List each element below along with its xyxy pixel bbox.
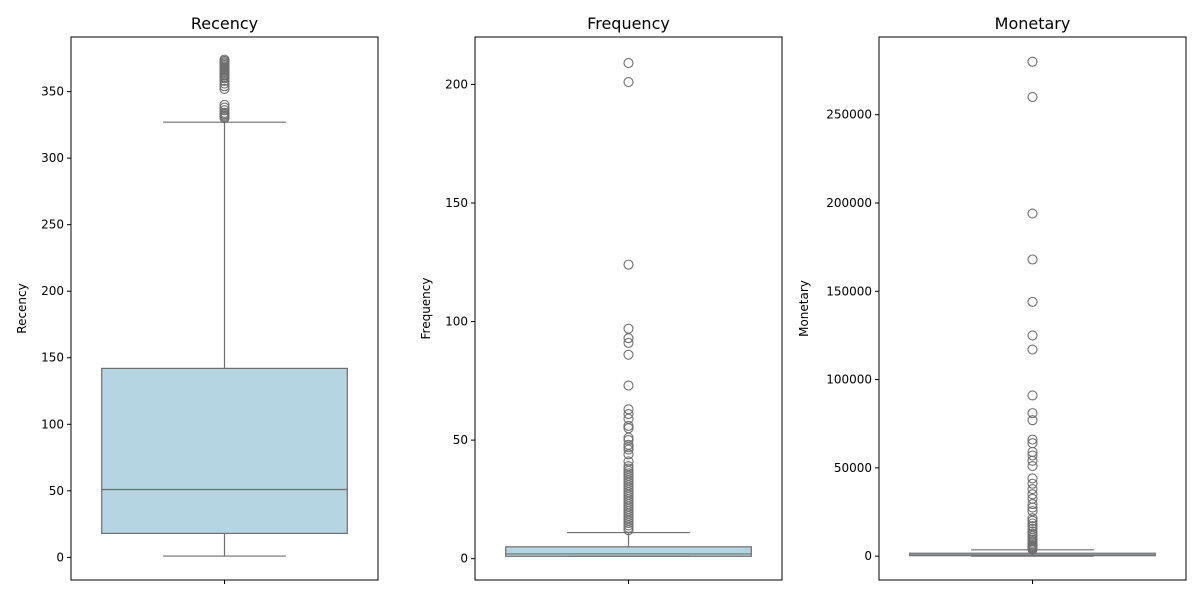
outlier-point — [219, 99, 230, 110]
outlier-point — [1027, 390, 1038, 401]
outlier-point — [623, 380, 634, 391]
outlier-point — [1027, 526, 1038, 537]
subplot-frequency: Frequency Frequency 0 50 100 150 200 — [419, 14, 783, 584]
y-tick-label: 350 — [41, 85, 64, 99]
y-tick-label: 100000 — [826, 373, 872, 387]
outlier-point — [623, 435, 634, 446]
outlier-point — [623, 58, 634, 69]
outlier-point — [1027, 296, 1038, 307]
outlier-point — [1027, 484, 1038, 495]
y-tick-label: 300 — [41, 151, 64, 165]
outlier-point — [623, 404, 634, 415]
outlier-point — [1027, 521, 1038, 532]
outlier-point — [623, 463, 634, 474]
outlier-point — [1027, 515, 1038, 526]
iqr-box — [505, 546, 752, 557]
y-tick-label: 0 — [864, 549, 872, 563]
chart-title: Frequency — [587, 14, 670, 33]
outlier-point — [623, 337, 634, 348]
outlier-point — [1027, 489, 1038, 500]
outlier-point — [1027, 473, 1038, 484]
y-tick-label: 50000 — [834, 461, 872, 475]
outlier-point — [623, 456, 634, 467]
outlier-point — [1027, 518, 1038, 529]
y-tick-label: 200 — [445, 77, 468, 91]
outlier-point — [1027, 461, 1038, 472]
outlier-point — [1027, 493, 1038, 504]
outlier-point — [219, 105, 230, 116]
outlier-point — [219, 102, 230, 113]
chart-title: Recency — [191, 14, 258, 33]
outlier-point — [623, 259, 634, 270]
y-tick-label: 100 — [445, 315, 468, 329]
outlier-point — [1027, 434, 1038, 445]
y-axis-label: Frequency — [419, 278, 433, 340]
chart-title: Monetary — [995, 14, 1071, 33]
y-tick-label: 100 — [41, 417, 64, 431]
outlier-point — [623, 468, 634, 479]
outlier-point — [1027, 254, 1038, 265]
outlier-point — [1027, 415, 1038, 426]
outlier-point — [623, 323, 634, 334]
y-tick-label: 250 — [41, 218, 64, 232]
outlier-point — [219, 54, 230, 65]
outlier-point — [623, 349, 634, 360]
y-tick-label: 0 — [460, 552, 468, 566]
outlier-point — [1027, 208, 1038, 219]
y-tick-label: 50 — [453, 433, 468, 447]
outlier-point — [219, 83, 230, 94]
outlier-point — [623, 439, 634, 450]
chart-marks: 0 50000 100000 150000 200000 250000 — [826, 56, 1156, 584]
outlier-point — [1027, 513, 1038, 524]
y-axis-label: Recency — [15, 283, 29, 333]
outlier-point — [1027, 56, 1038, 67]
outlier-point — [1027, 450, 1038, 461]
outlier-point — [1027, 438, 1038, 449]
y-tick-label: 50 — [49, 484, 64, 498]
outlier-point — [1027, 478, 1038, 489]
subplot-monetary: Monetary Monetary 0 50000 100000 150000 2000… — [797, 14, 1187, 584]
outlier-point — [1027, 499, 1038, 510]
outlier-point — [1027, 528, 1038, 539]
chart-marks: 0 50 100 150 200 250 300 350 — [41, 54, 348, 584]
y-axis-label: Monetary — [797, 280, 811, 337]
y-tick-label: 150 — [445, 196, 468, 210]
y-tick-label: 150000 — [826, 284, 872, 298]
outlier-point — [1027, 506, 1038, 517]
outlier-point — [1027, 408, 1038, 419]
outlier-point — [1027, 344, 1038, 355]
chart-marks: 0 50 100 150 200 — [445, 58, 752, 584]
outlier-point — [1027, 455, 1038, 466]
outlier-point — [1027, 523, 1038, 534]
y-tick-label: 0 — [56, 550, 64, 564]
outlier-point — [219, 107, 230, 118]
outlier-point — [1027, 330, 1038, 341]
outlier-point — [623, 408, 634, 420]
outlier-point — [1027, 91, 1038, 103]
subplot-recency: Recency Recency 0 50 100 150 200 250 300 350 — [15, 14, 379, 584]
y-tick-label: 200 — [41, 284, 64, 298]
iqr-box — [101, 367, 348, 535]
outlier-point — [623, 423, 634, 434]
outlier-point — [623, 461, 634, 472]
plot-frame — [474, 36, 783, 581]
outlier-point — [623, 77, 634, 88]
y-tick-label: 250000 — [826, 108, 872, 122]
y-tick-label: 200000 — [826, 196, 872, 210]
y-tick-label: 150 — [41, 351, 64, 365]
outlier-point — [623, 420, 634, 431]
